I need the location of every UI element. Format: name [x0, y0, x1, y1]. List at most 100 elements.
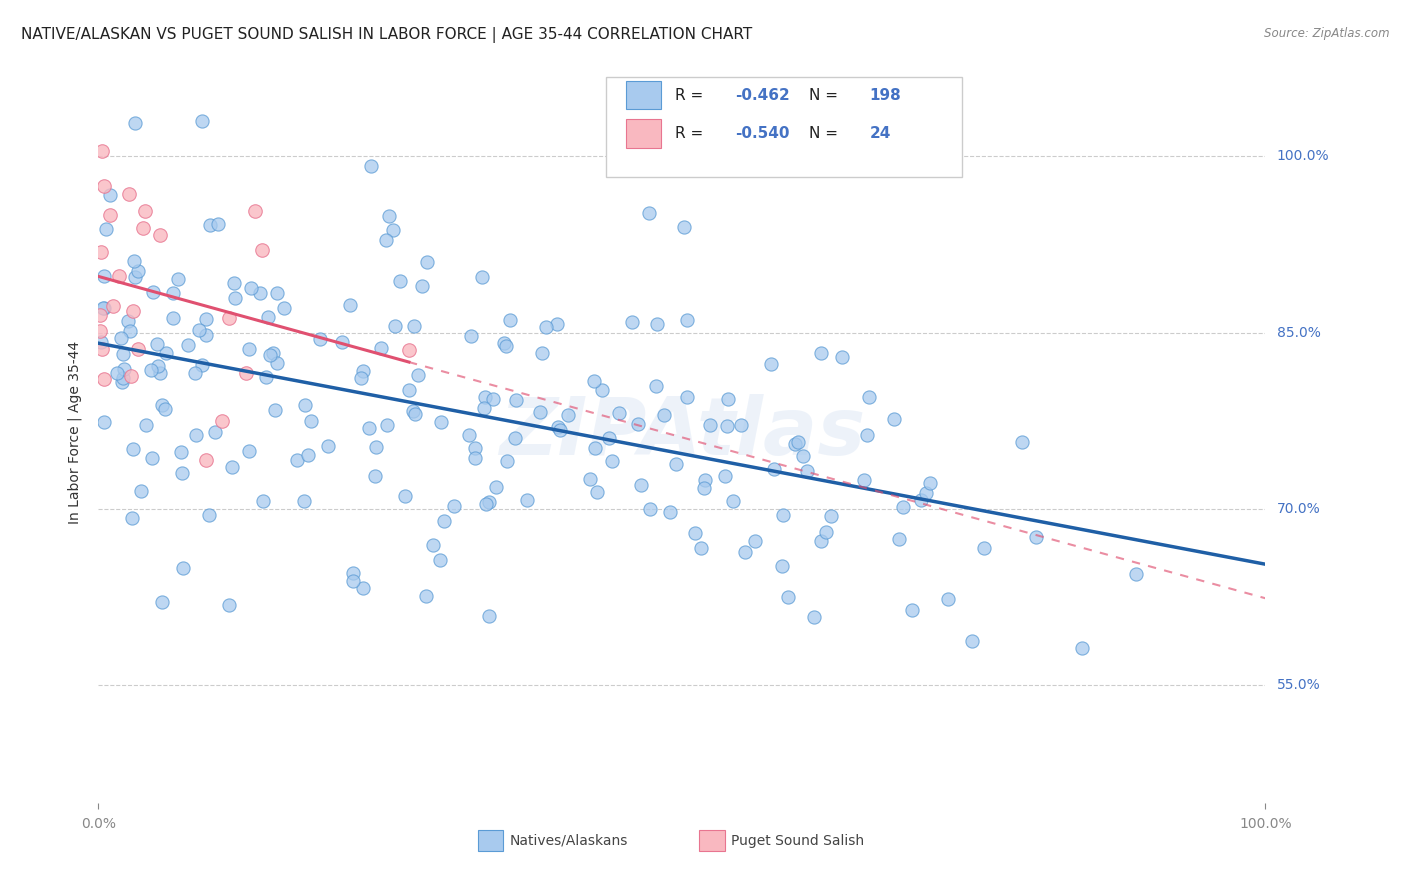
Point [259, 348, 281, 362]
Point [482, 392, 505, 406]
Point [586, 485, 609, 500]
Point [853, 474, 876, 488]
Point [404, 407, 426, 421]
Point [638, 205, 661, 219]
Point [198, 508, 221, 522]
Point [249, 286, 271, 301]
Point [111, 371, 134, 385]
Point [744, 534, 766, 549]
Text: R =: R = [675, 87, 709, 103]
Point [404, 319, 426, 334]
Point [153, 401, 176, 416]
Point [762, 462, 785, 476]
Point [546, 318, 568, 332]
Point [398, 383, 420, 397]
Text: N =: N = [808, 126, 844, 141]
Point [218, 310, 240, 325]
Point [645, 378, 668, 392]
Point [162, 286, 184, 301]
Text: R =: R = [675, 126, 709, 141]
Point [162, 310, 184, 325]
Point [117, 313, 139, 327]
Point [117, 187, 139, 202]
Point [815, 524, 838, 539]
Point [772, 508, 794, 522]
Point [294, 398, 316, 412]
Point [472, 401, 495, 415]
Point [443, 500, 465, 514]
Point [122, 303, 145, 318]
Point [914, 485, 936, 500]
Point [155, 346, 177, 360]
Point [883, 412, 905, 426]
Point [172, 466, 194, 480]
Point [332, 334, 354, 349]
Point [478, 495, 501, 509]
Point [122, 253, 145, 268]
Point [186, 427, 208, 442]
Point [557, 408, 579, 422]
Point [658, 505, 681, 519]
Point [430, 415, 453, 429]
Point [342, 574, 364, 589]
Point [211, 414, 233, 428]
Point [93, 178, 115, 193]
Point [600, 454, 623, 468]
Point [683, 526, 706, 541]
Point [250, 244, 273, 258]
Point [172, 561, 194, 575]
Point [191, 114, 214, 128]
Point [503, 431, 526, 445]
Point [91, 301, 114, 316]
Point [190, 358, 212, 372]
Point [150, 595, 173, 609]
Point [1025, 530, 1047, 544]
Point [1011, 435, 1033, 450]
Text: -0.462: -0.462 [735, 87, 790, 103]
Point [458, 428, 481, 442]
Point [389, 275, 412, 289]
Point [93, 415, 115, 429]
Point [534, 320, 557, 334]
Point [638, 501, 661, 516]
Point [166, 272, 188, 286]
Point [810, 346, 832, 360]
Point [716, 419, 738, 434]
Point [370, 341, 392, 355]
Point [93, 269, 115, 284]
Point [626, 417, 648, 432]
Point [357, 421, 380, 435]
Point [394, 489, 416, 503]
Point [693, 481, 716, 495]
Point [529, 405, 551, 419]
Point [149, 366, 172, 380]
Text: 100.0%: 100.0% [1277, 150, 1329, 163]
Text: Source: ZipAtlas.com: Source: ZipAtlas.com [1264, 27, 1389, 40]
Point [134, 204, 156, 219]
Point [377, 209, 399, 223]
Text: 24: 24 [870, 126, 891, 141]
Point [900, 603, 922, 617]
Point [734, 545, 756, 559]
Point [142, 285, 165, 299]
Text: Puget Sound Salish: Puget Sound Salish [731, 833, 865, 847]
Point [464, 442, 486, 456]
Point [803, 609, 825, 624]
Point [856, 428, 879, 442]
Text: -0.540: -0.540 [735, 126, 790, 141]
Point [858, 391, 880, 405]
Point [150, 399, 173, 413]
Point [129, 484, 152, 499]
Point [235, 367, 257, 381]
Point [810, 534, 832, 549]
Point [645, 317, 668, 331]
Point [91, 342, 114, 356]
Point [132, 221, 155, 235]
Bar [626, 81, 661, 109]
Point [936, 592, 959, 607]
Point [118, 324, 141, 338]
Text: 198: 198 [870, 87, 901, 103]
Point [93, 301, 115, 316]
Point [910, 492, 932, 507]
Point [591, 383, 613, 397]
